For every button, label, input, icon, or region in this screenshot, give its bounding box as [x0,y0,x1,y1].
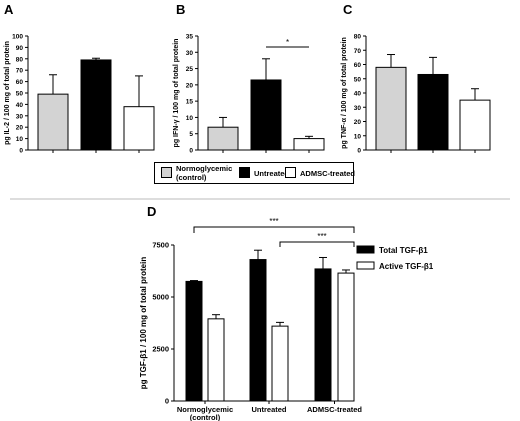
x-tick-sublabel: (control) [190,413,221,421]
y-tick-label: 5000 [152,293,169,302]
y-tick-label: 100 [12,34,23,41]
bar [271,325,289,402]
y-tick-label: 10 [354,133,362,140]
y-tick-label: 50 [16,91,24,98]
y-tick-label: 0 [165,397,169,406]
group-legend: Normoglycemic (control) Untreated ADMSC-… [154,162,355,184]
legend-swatch [356,245,375,254]
significance-label: *** [317,232,326,241]
y-tick-label: 20 [186,82,194,89]
significance-bracket [193,226,355,233]
legend-label: ADMSC-treated [300,169,356,178]
y-tick-label: 80 [354,34,362,41]
y-tick-label: 20 [354,119,362,126]
bar [185,280,203,402]
y-axis-label: pg IFN-γ / 100 mg of total protein [173,39,180,148]
x-tick-label: ADMSC-treated [307,405,362,414]
y-tick-label: 15 [186,99,194,106]
bar [314,268,332,402]
panel-d: D 0 2500 5000 7500 pg TGF-β1 / 100 mg of tota… [139,204,434,421]
bar [207,126,239,151]
y-tick-label: 10 [16,136,24,143]
legend-label: Total TGF-β1 [379,246,428,255]
significance-label: *** [269,217,278,226]
y-tick-label: 35 [186,34,194,41]
x-tick-label: Untreated [251,405,286,414]
y-tick-label: 10 [186,115,194,122]
legend-swatch [356,261,375,270]
y-tick-label: 90 [16,45,24,52]
y-tick-label: 70 [354,48,362,55]
legend-label: Active TGF-β1 [379,262,434,271]
y-tick-label: 70 [16,68,24,75]
y-tick-label: 30 [16,113,24,120]
bar [417,73,449,151]
y-tick-label: 2500 [152,345,169,354]
y-tick-label: 60 [354,62,362,69]
y-axis-label: pg TGF-β1 / 100 mg of total protein [139,257,148,390]
y-tick-label: 0 [189,148,193,155]
bar [459,99,491,151]
bar [293,138,325,151]
y-tick-label: 60 [16,79,24,86]
bar [37,93,69,151]
bar [123,106,155,151]
bar [250,79,282,151]
significance-label: * [286,38,289,47]
y-tick-label: 40 [16,102,24,109]
legend-label: Normoglycemic (control) [176,164,233,182]
y-tick-label: 80 [16,56,24,63]
legend-label: Untreated [254,169,290,178]
legend-swatch-untreated [239,167,250,178]
y-tick-label: 7500 [152,241,169,250]
y-tick-label: 0 [357,148,361,155]
y-tick-label: 5 [189,131,193,138]
x-tick-label: Normoglycemic [177,405,233,414]
y-tick-label: 20 [16,125,24,132]
legend-swatch-admsc [285,167,296,178]
panel-label: A [4,2,14,17]
y-axis-label: pg IL-2 / 100 mg of total protein [4,41,11,145]
bar [249,259,267,402]
y-tick-label: 50 [354,76,362,83]
y-axis-label: pg TNF-α / 100 mg of total protein [341,37,348,149]
panel-b: B 0 5 10 15 20 25 30 35 pg IFN-γ / 100 mg of tota… [173,2,325,155]
panel-label: D [147,204,156,219]
y-tick-label: 30 [354,105,362,112]
bar [337,272,355,402]
y-tick-label: 30 [186,50,194,57]
panel-label: B [176,2,185,17]
y-tick-label: 40 [354,91,362,98]
significance-bracket [279,241,355,247]
panel-label: C [343,2,353,17]
legend-swatch-normoglycemic [161,167,172,178]
y-tick-label: 0 [19,148,23,155]
bar [80,59,112,151]
bar [375,66,407,151]
panel-c: C 0 10 20 30 40 50 60 70 80 pg TNF-α / 100 mg of t… [341,2,491,155]
y-tick-label: 25 [186,66,194,73]
bar [207,318,225,402]
